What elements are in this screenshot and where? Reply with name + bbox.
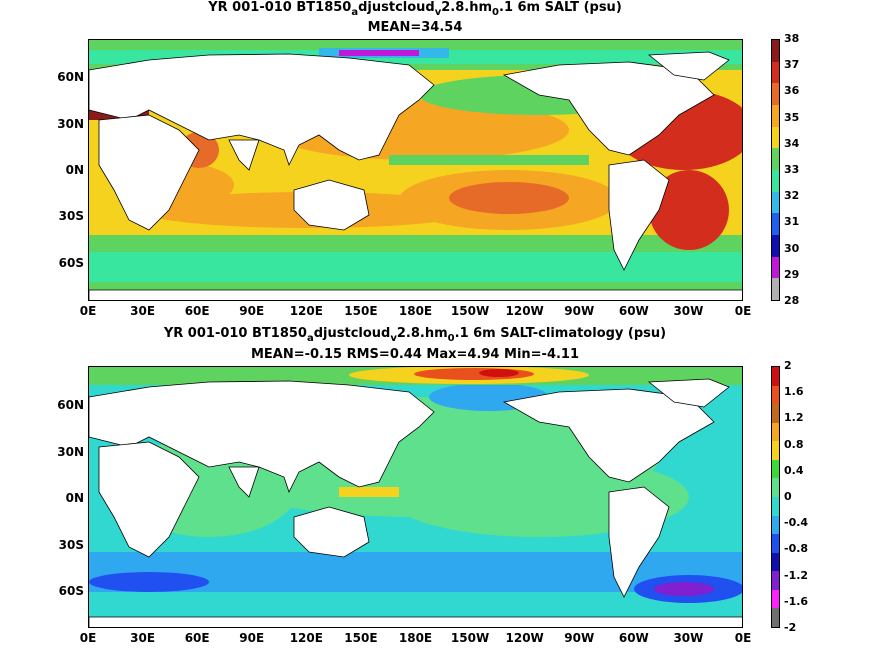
lat-label: 30N xyxy=(57,445,84,459)
lon-label: 180E xyxy=(398,304,433,318)
colorbar-tick-label: 32 xyxy=(784,189,800,203)
colorbar-tick-label: 0.4 xyxy=(784,463,804,477)
lon-label: 90E xyxy=(239,304,265,318)
colorbar-swatch xyxy=(772,126,779,149)
colorbar-swatch xyxy=(772,83,779,105)
lat-label: 30N xyxy=(57,117,84,131)
lon-label: 150E xyxy=(344,304,378,318)
anomaly-map xyxy=(89,367,742,627)
lon-label: 180E xyxy=(398,631,433,645)
colorbar-tick-label: 1.6 xyxy=(784,385,804,399)
lon-label: 90W xyxy=(564,631,595,645)
panel1-title: YR 001-010 BT1850adjustcloudv2.8.hm0.1 6… xyxy=(208,0,622,18)
salinity-map xyxy=(89,40,742,300)
colorbar-swatch xyxy=(772,234,779,257)
lon-label: 0E xyxy=(734,631,752,645)
colorbar-swatch xyxy=(772,571,779,590)
colorbar-swatch xyxy=(772,169,779,192)
lon-label: 90W xyxy=(564,304,595,318)
colorbar-swatch xyxy=(772,552,779,572)
lon-label: 120E xyxy=(289,631,323,645)
panel2-title: YR 001-010 BT1850adjustcloudv2.8.hm0.1 6… xyxy=(163,326,667,344)
colorbar-swatch xyxy=(772,367,779,386)
colorbar-tick-label: 33 xyxy=(784,163,800,176)
colorbar-swatch xyxy=(772,278,779,300)
colorbar-tick-label: 38 xyxy=(784,32,800,45)
colorbar-tick-label: -1.6 xyxy=(784,594,809,608)
lon-label: 60E xyxy=(184,304,210,318)
lat-label: 30S xyxy=(58,209,84,223)
lon-label: 150W xyxy=(450,304,490,318)
colorbar-swatch xyxy=(772,534,779,553)
colorbar-tick-label: 34 xyxy=(784,136,800,150)
lat-label: 0N xyxy=(65,163,84,177)
lon-label: 0E xyxy=(79,631,97,645)
colorbar-swatch xyxy=(772,404,779,423)
colorbar-swatch xyxy=(772,441,779,460)
colorbar-swatch xyxy=(772,608,779,627)
colorbar-tick-label: -1.2 xyxy=(784,568,809,582)
lat-label: 60N xyxy=(57,398,84,412)
colorbar-swatch xyxy=(772,256,779,279)
colorbar-swatch xyxy=(772,191,779,214)
anomaly-map-panel xyxy=(88,366,743,628)
lon-label: 150W xyxy=(450,631,490,645)
colorbar-swatch xyxy=(772,40,779,62)
lon-label: 30E xyxy=(130,304,156,318)
colorbar-tick-label: 35 xyxy=(784,110,800,124)
lon-label: 90E xyxy=(239,631,265,645)
colorbar-swatch xyxy=(772,589,779,609)
colorbar-tick-label: 36 xyxy=(784,84,800,98)
colorbar-tick-label: 31 xyxy=(784,215,800,229)
colorbar-tick-label: 2 xyxy=(784,359,792,372)
lon-label: 0E xyxy=(79,304,97,318)
lon-label: 120E xyxy=(289,304,323,318)
colorbar-swatch xyxy=(772,61,779,84)
colorbar-swatch xyxy=(772,213,779,235)
lon-label: 0E xyxy=(734,304,752,318)
lat-label: 0N xyxy=(65,491,84,505)
salinity-colorbar xyxy=(771,39,780,301)
lon-label: 30E xyxy=(130,631,156,645)
lon-label: 30W xyxy=(673,304,704,318)
lat-label: 60S xyxy=(58,584,84,598)
colorbar-tick-label: 29 xyxy=(784,267,800,281)
colorbar-tick-label: -0.8 xyxy=(784,542,809,556)
colorbar-tick-label: -2 xyxy=(784,621,797,634)
lon-label: 30W xyxy=(673,631,704,645)
lon-label: 120W xyxy=(505,631,544,645)
colorbar-swatch xyxy=(772,422,779,442)
panel1-stats: MEAN=34.54 xyxy=(367,20,463,35)
lon-label: 150E xyxy=(344,631,378,645)
salinity-map-panel xyxy=(88,39,743,301)
colorbar-swatch xyxy=(772,478,779,497)
panel2-stats: MEAN=-0.15 RMS=0.44 Max=4.94 Min=-4.11 xyxy=(250,347,580,362)
lon-label: 60E xyxy=(184,631,210,645)
lon-label: 120W xyxy=(505,304,544,318)
colorbar-swatch xyxy=(772,104,779,127)
lat-label: 60S xyxy=(58,256,84,270)
lat-label: 30S xyxy=(58,538,84,552)
lat-label: 60N xyxy=(57,70,84,84)
colorbar-swatch xyxy=(772,385,779,405)
colorbar-tick-label: 30 xyxy=(784,241,800,255)
anomaly-colorbar xyxy=(771,366,780,628)
colorbar-tick-label: 1.2 xyxy=(784,411,804,425)
colorbar-tick-label: -0.4 xyxy=(784,516,809,530)
colorbar-tick-label: 0.8 xyxy=(784,437,804,451)
colorbar-swatch xyxy=(772,148,779,170)
colorbar-swatch xyxy=(772,459,779,479)
colorbar-tick-label: 37 xyxy=(784,58,800,72)
colorbar-swatch xyxy=(772,515,779,535)
colorbar-tick-label: 28 xyxy=(784,294,800,307)
colorbar-swatch xyxy=(772,496,779,516)
colorbar-tick-label: 0 xyxy=(784,490,792,503)
lon-label: 60W xyxy=(618,304,649,318)
lon-label: 60W xyxy=(618,631,649,645)
